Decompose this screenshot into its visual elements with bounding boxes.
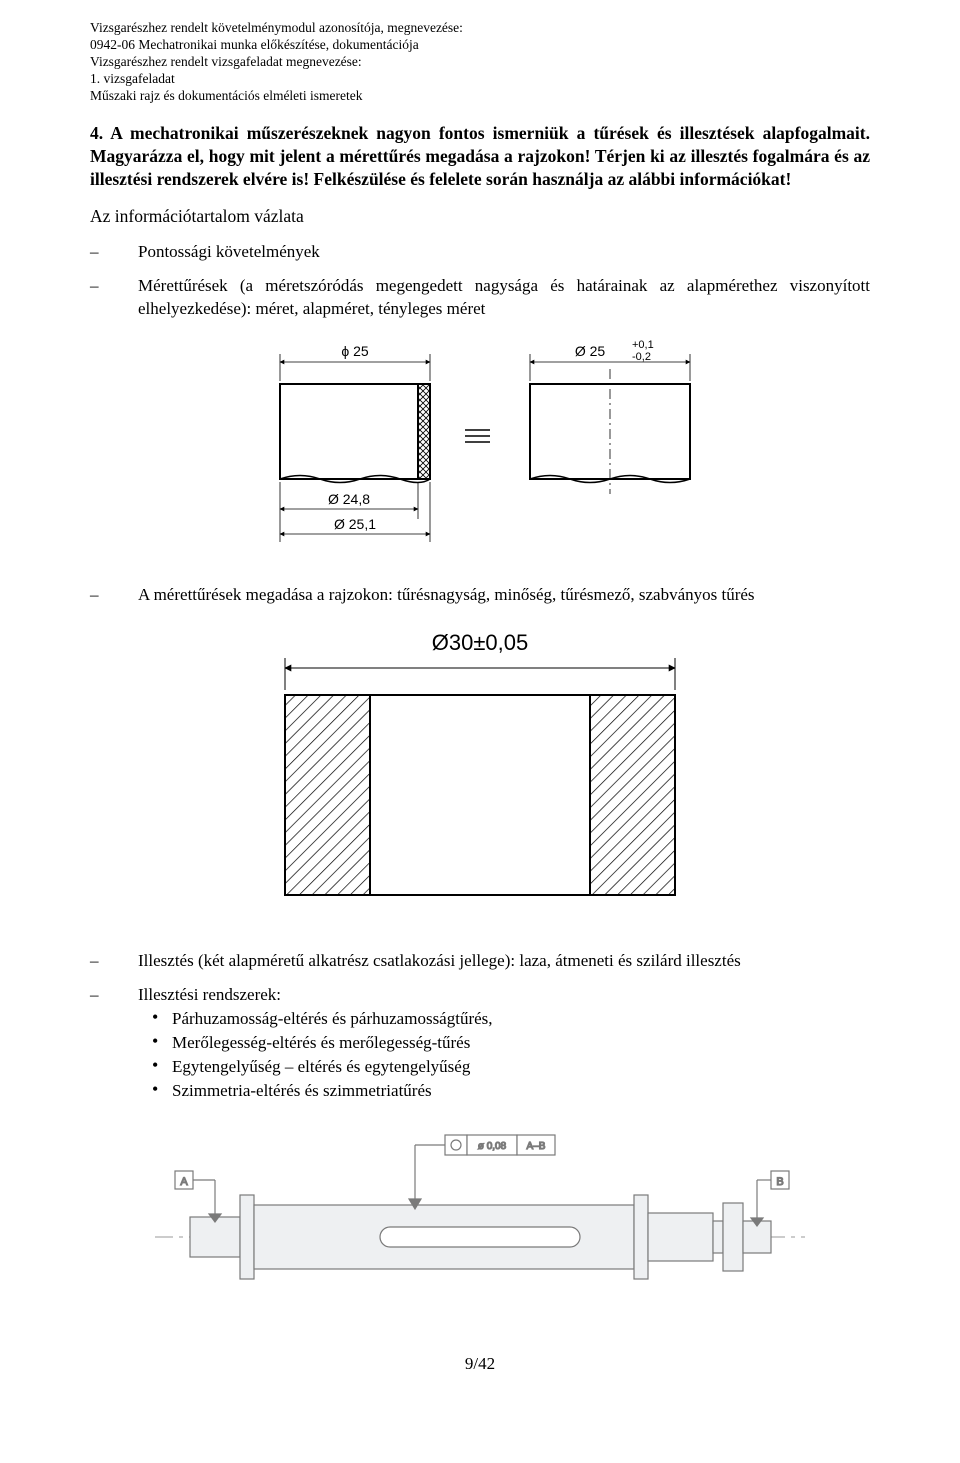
header-line: 0942-06 Mechatronikai munka előkészítése… [90, 37, 870, 54]
question-heading: 4. A mechatronikai műszerészeknek nagyon… [90, 122, 870, 190]
dim-label: Ø 24,8 [328, 491, 370, 507]
datum-b-label: B [776, 1176, 783, 1188]
outline-title: Az információtartalom vázlata [90, 205, 870, 228]
module-header: Vizsgarészhez rendelt követelménymodul a… [90, 20, 870, 104]
header-line: 1. vizsgafeladat [90, 71, 870, 88]
dim-label: Ø30±0,05 [432, 630, 528, 655]
tolerance-lower: -0,2 [632, 351, 651, 363]
tolerance-diagram-2: Ø30±0,05 [90, 620, 870, 926]
shaft-diagram: A B ø 0,08 A–B [90, 1117, 870, 1323]
dim-label: ϕ 25 [341, 343, 369, 359]
outline-list: Pontossági követelmények Mérettűrések (a… [90, 241, 870, 319]
dim-label: Ø 25 [575, 343, 606, 359]
outline-item: A mérettűrések megadása a rajzokon: tűré… [90, 584, 870, 606]
tolerance-diagram-1: ϕ 25 Ø 25 +0,1 -0,2 Ø 24,8 Ø 25,1 [90, 334, 870, 560]
header-line: Vizsgarészhez rendelt követelménymodul a… [90, 20, 870, 37]
outline-item: Mérettűrések (a méretszóródás megengedet… [90, 275, 870, 319]
header-line: Műszaki rajz és dokumentációs elméleti i… [90, 88, 870, 105]
outline-item: Illesztés (két alapméretű alkatrész csat… [90, 950, 870, 972]
outline-item-label: Illesztési rendszerek: [138, 985, 281, 1004]
tolerance-upper: +0,1 [632, 339, 654, 351]
fcf-ref: A–B [527, 1141, 546, 1152]
outline-list-continued-2: Illesztés (két alapméretű alkatrész csat… [90, 950, 870, 1103]
fcf-tolerance: ø 0,08 [478, 1141, 507, 1152]
sub-item: Párhuzamosság-eltérés és párhuzamosságtű… [138, 1008, 870, 1030]
sub-item: Merőlegesség-eltérés és merőlegesség-tűr… [138, 1032, 870, 1054]
outline-item: Illesztési rendszerek: Párhuzamosság-elt… [90, 984, 870, 1102]
outline-list-continued: A mérettűrések megadása a rajzokon: tűré… [90, 584, 870, 606]
header-line: Vizsgarészhez rendelt vizsgafeladat megn… [90, 54, 870, 71]
outline-item: Pontossági követelmények [90, 241, 870, 263]
sub-item: Szimmetria-eltérés és szimmetriatűrés [138, 1080, 870, 1102]
dim-label: Ø 25,1 [334, 516, 376, 532]
sub-list: Párhuzamosság-eltérés és párhuzamosságtű… [138, 1008, 870, 1102]
datum-a-label: A [180, 1176, 188, 1188]
page-number: 9/42 [90, 1353, 870, 1375]
sub-item: Egytengelyűség – eltérés és egytengelyűs… [138, 1056, 870, 1078]
